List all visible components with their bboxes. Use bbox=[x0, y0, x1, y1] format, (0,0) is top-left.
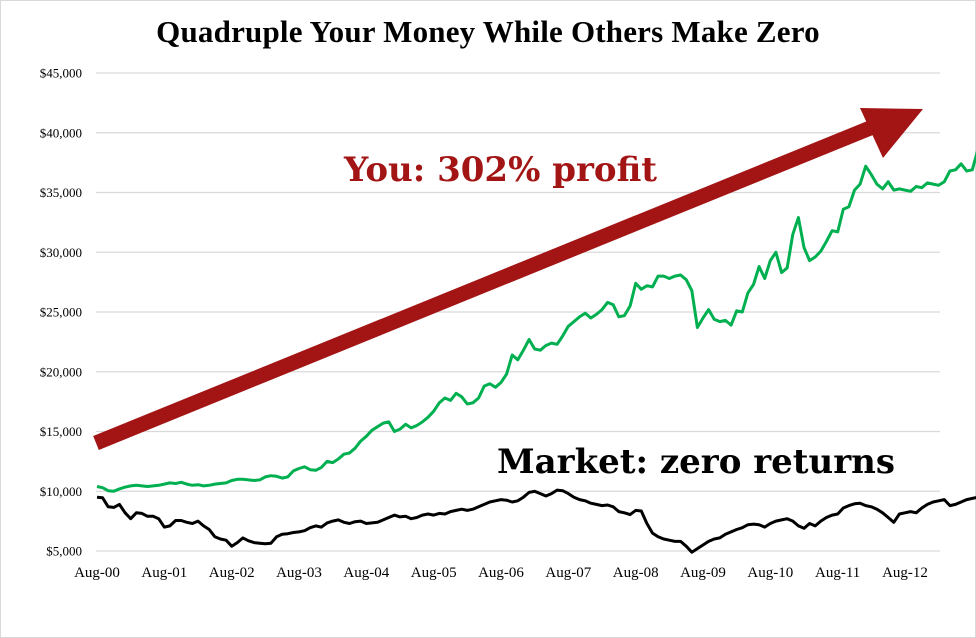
y-axis-labels: $5,000 $10,000 $15,000 $20,000 $25,000 $30,00… bbox=[40, 66, 82, 559]
x-tick-label: Aug-08 bbox=[613, 565, 659, 581]
annotation-you-profit: You: 302% profit bbox=[343, 150, 657, 190]
x-tick-label: Aug-12 bbox=[882, 565, 928, 581]
gridlines bbox=[96, 72, 940, 552]
x-tick-label: Aug-02 bbox=[209, 565, 255, 581]
x-tick-label: Aug-10 bbox=[747, 565, 793, 581]
x-tick-label: Aug-06 bbox=[478, 565, 524, 581]
annotation-market-zero: Market: zero returns bbox=[497, 442, 895, 482]
y-tick-label: $20,000 bbox=[40, 364, 82, 379]
series-you-line bbox=[96, 150, 976, 493]
x-tick-label: Aug-11 bbox=[815, 565, 860, 581]
series-market-line bbox=[96, 488, 976, 554]
x-tick-label: Aug-00 bbox=[74, 565, 120, 581]
x-tick-label: Aug-09 bbox=[680, 565, 726, 581]
trend-arrow-icon bbox=[93, 108, 923, 450]
x-axis-labels: Aug-00 Aug-01 Aug-02 Aug-03 Aug-04 Aug-05 Aug-… bbox=[74, 565, 928, 581]
x-tick-label: Aug-01 bbox=[141, 565, 187, 581]
x-tick-label: Aug-04 bbox=[343, 565, 389, 581]
y-tick-label: $35,000 bbox=[40, 185, 82, 200]
x-tick-label: Aug-03 bbox=[276, 565, 322, 581]
y-tick-label: $40,000 bbox=[40, 125, 82, 140]
x-tick-label: Aug-05 bbox=[411, 565, 457, 581]
chart-title: Quadruple Your Money While Others Make Z… bbox=[156, 14, 820, 49]
y-tick-label: $10,000 bbox=[40, 484, 82, 499]
arrow-head-icon bbox=[860, 108, 923, 158]
x-tick-label: Aug-07 bbox=[545, 565, 591, 581]
y-tick-label: $5,000 bbox=[46, 544, 82, 559]
y-tick-label: $15,000 bbox=[40, 424, 82, 439]
y-tick-label: $30,000 bbox=[40, 245, 82, 260]
y-tick-label: $25,000 bbox=[40, 305, 82, 320]
arrow-shaft bbox=[93, 117, 883, 450]
y-tick-label: $45,000 bbox=[40, 66, 82, 81]
